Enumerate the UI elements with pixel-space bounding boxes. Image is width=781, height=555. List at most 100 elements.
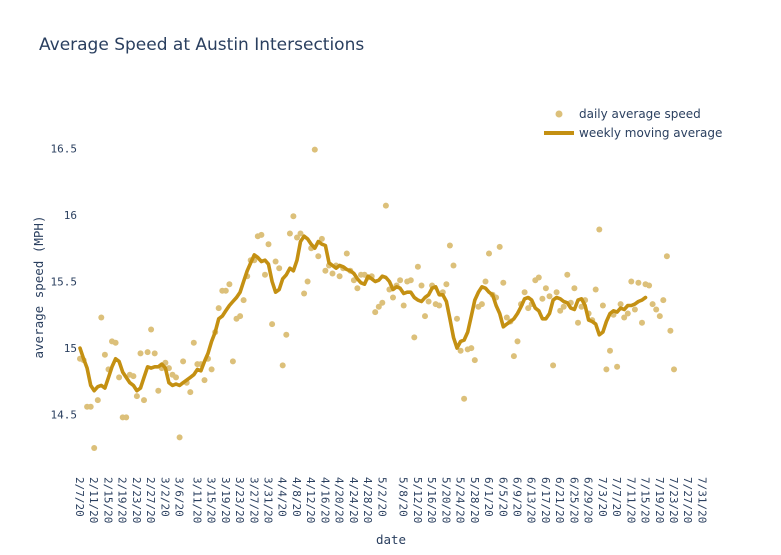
data-point [560, 303, 567, 310]
data-point [155, 387, 162, 394]
x-tick-label: 6/21/20 [553, 477, 566, 523]
y-tick-label: 15.5 [51, 276, 78, 289]
data-point [468, 345, 475, 352]
data-point [607, 347, 613, 354]
x-tick-label: 2/23/20 [130, 477, 143, 523]
x-tick-label: 4/28/20 [361, 477, 374, 523]
x-tick-label: 5/16/20 [425, 477, 438, 523]
data-point [503, 314, 510, 321]
data-point [343, 250, 350, 257]
data-point [354, 285, 361, 292]
legend-item-line[interactable]: weekly moving average [544, 126, 722, 140]
data-point [133, 393, 140, 400]
data-point [176, 434, 183, 441]
x-tick-label: 7/15/20 [639, 477, 652, 523]
x-tick-label: 4/8/20 [290, 477, 303, 517]
data-point [262, 271, 268, 278]
data-point [411, 334, 418, 341]
data-point [496, 243, 503, 250]
data-point [187, 389, 194, 396]
data-point [397, 277, 404, 284]
data-point [422, 313, 428, 320]
data-point [286, 230, 293, 237]
data-point [382, 202, 389, 209]
legend-item-scatter[interactable]: daily average speed [555, 107, 701, 121]
x-tick-label: 2/19/20 [116, 477, 129, 523]
data-point [208, 366, 215, 373]
x-tick-label: 3/6/20 [173, 477, 186, 517]
x-tick-label: 7/23/20 [667, 477, 680, 523]
data-point [564, 271, 571, 278]
data-point [215, 305, 222, 312]
data-point [101, 351, 108, 358]
x-tick-label: 7/3/20 [596, 477, 609, 517]
data-point [258, 231, 265, 238]
data-point [173, 374, 179, 381]
data-point [535, 274, 542, 281]
data-point [137, 350, 144, 357]
data-point [240, 297, 247, 304]
data-point [98, 314, 105, 321]
data-point [667, 327, 674, 334]
data-point [660, 297, 667, 304]
data-point [628, 278, 635, 285]
data-point [553, 289, 560, 296]
x-tick-label: 4/4/20 [276, 477, 289, 517]
x-tick-label: 5/24/20 [454, 477, 467, 523]
data-point [550, 362, 557, 369]
data-point [144, 349, 151, 356]
x-tick-label: 6/1/20 [482, 477, 495, 517]
x-tick-label: 3/23/20 [233, 477, 246, 523]
data-point [297, 230, 304, 237]
data-point [514, 338, 521, 345]
data-point [546, 293, 553, 300]
data-point [571, 285, 578, 292]
data-point [624, 310, 631, 317]
data-point [635, 279, 642, 286]
data-point [190, 339, 197, 346]
data-point [639, 319, 645, 326]
x-tick-label: 4/16/20 [318, 477, 331, 523]
data-point [94, 397, 101, 404]
scatter-series [77, 146, 677, 451]
data-point [418, 282, 425, 289]
x-tick-label: 4/12/20 [304, 477, 317, 523]
data-point [290, 213, 297, 220]
data-point [237, 313, 244, 320]
x-tick-label: 3/27/20 [247, 477, 260, 523]
data-point [294, 234, 300, 241]
data-point [621, 314, 628, 321]
data-point [400, 302, 407, 309]
data-point [436, 302, 443, 309]
data-point [372, 309, 379, 316]
data-point [336, 273, 343, 280]
data-point [379, 299, 386, 306]
data-point [539, 295, 546, 302]
x-tick-label: 6/29/20 [582, 477, 595, 523]
data-point [301, 290, 308, 297]
data-point [542, 285, 549, 292]
data-point [599, 302, 606, 309]
data-point [478, 301, 485, 308]
x-tick-label: 6/17/20 [539, 477, 552, 523]
moving-average-line [78, 234, 648, 393]
x-tick-label: 6/9/20 [510, 477, 523, 517]
legend[interactable]: daily average speed weekly moving averag… [544, 107, 722, 140]
y-axis: 14.5 15 15.5 16 16.5 [51, 142, 78, 421]
data-point [617, 301, 624, 308]
data-point [87, 403, 94, 410]
data-point [457, 347, 464, 354]
legend-marker-scatter [555, 110, 563, 118]
data-point [471, 357, 478, 364]
x-tick-label: 3/19/20 [219, 477, 232, 523]
data-point [265, 241, 272, 248]
x-tick-label: 4/20/20 [333, 477, 346, 523]
data-point [575, 319, 581, 326]
data-point [226, 281, 233, 288]
data-point [276, 265, 283, 272]
x-axis-title: date [376, 532, 406, 547]
data-point [443, 281, 450, 288]
data-point [454, 315, 460, 322]
data-point [557, 307, 564, 314]
data-point [592, 286, 599, 293]
